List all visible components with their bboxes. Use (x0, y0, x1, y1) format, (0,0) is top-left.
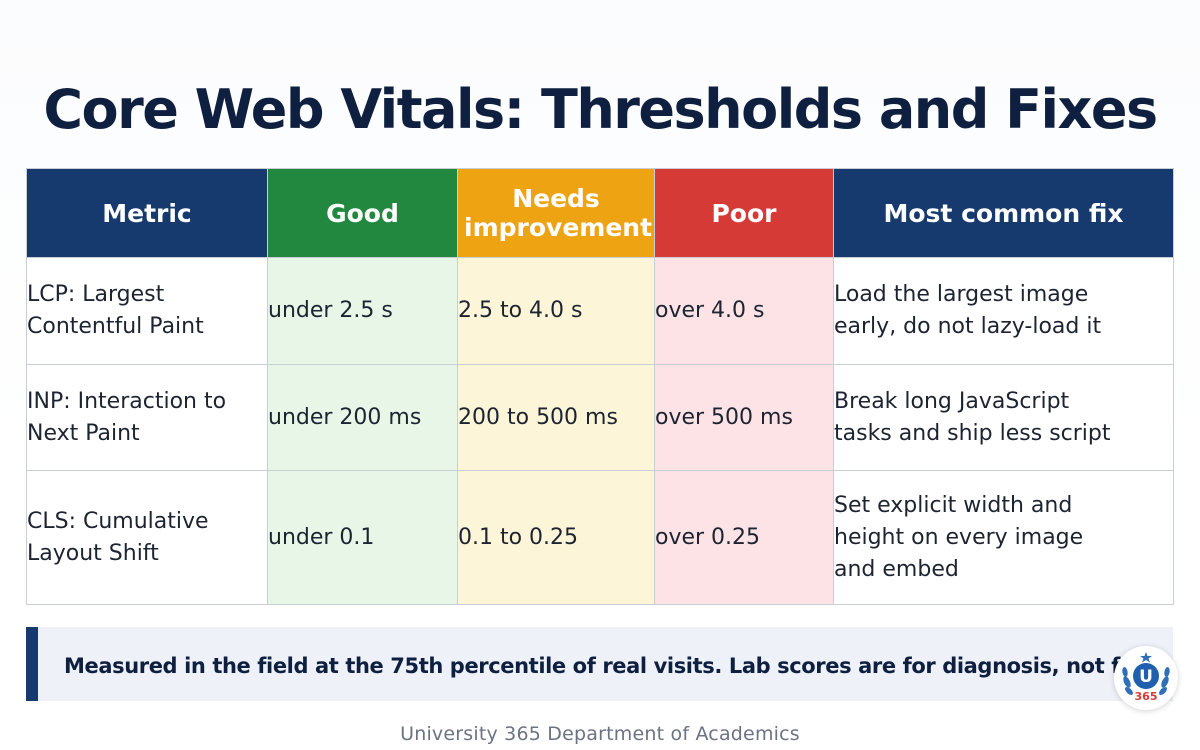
callout-note: Measured in the field at the 75th percen… (26, 627, 1173, 701)
cell-needs-improvement: 0.1 to 0.25 (457, 470, 655, 605)
cell-fix: Load the largest image early, do not lazy… (833, 257, 1174, 365)
header-poor: Poor (654, 168, 834, 258)
cell-fix: Set explicit width and height on every im… (833, 470, 1174, 605)
cell-good: under 2.5 s (267, 257, 458, 365)
logo-number: 365 (1135, 690, 1158, 703)
callout-text: Measured in the field at the 75th percen… (64, 654, 1173, 678)
page-title: Core Web Vitals: Thresholds and Fixes (43, 78, 1158, 141)
cell-needs-improvement: 200 to 500 ms (457, 364, 655, 471)
table-row-cls: CLS: Cumulative Layout Shift under 0.1 0.… (26, 470, 1174, 605)
footer-credit: University 365 Department of Academics (400, 723, 800, 745)
cell-metric: INP: Interaction to Next Paint (26, 364, 268, 471)
header-metric: Metric (26, 168, 268, 258)
header-good: Good (267, 168, 458, 258)
cell-metric: CLS: Cumulative Layout Shift (26, 470, 268, 605)
header-needs-improvement: Needs improvement (457, 168, 655, 258)
cell-poor: over 500 ms (654, 364, 834, 471)
table-header-row: Metric Good Needs improvement Poor Most c… (26, 168, 1174, 258)
table-row-lcp: LCP: Largest Contentful Paint under 2.5 s… (26, 257, 1174, 365)
cell-needs-improvement: 2.5 to 4.0 s (457, 257, 655, 365)
header-most-common-fix: Most common fix (833, 168, 1174, 258)
cell-fix: Break long JavaScript tasks and ship less… (833, 364, 1174, 471)
thresholds-table: Metric Good Needs improvement Poor Most c… (26, 168, 1174, 605)
callout-accent-bar (26, 627, 38, 701)
cell-poor: over 0.25 (654, 470, 834, 605)
cell-poor: over 4.0 s (654, 257, 834, 365)
table-row-inp: INP: Interaction to Next Paint under 200 … (26, 364, 1174, 471)
cell-good: under 200 ms (267, 364, 458, 471)
cell-metric: LCP: Largest Contentful Paint (26, 257, 268, 365)
cell-good: under 0.1 (267, 470, 458, 605)
university-365-seal-icon: U 365 (1114, 646, 1178, 710)
logo-letter: U (1139, 667, 1153, 687)
